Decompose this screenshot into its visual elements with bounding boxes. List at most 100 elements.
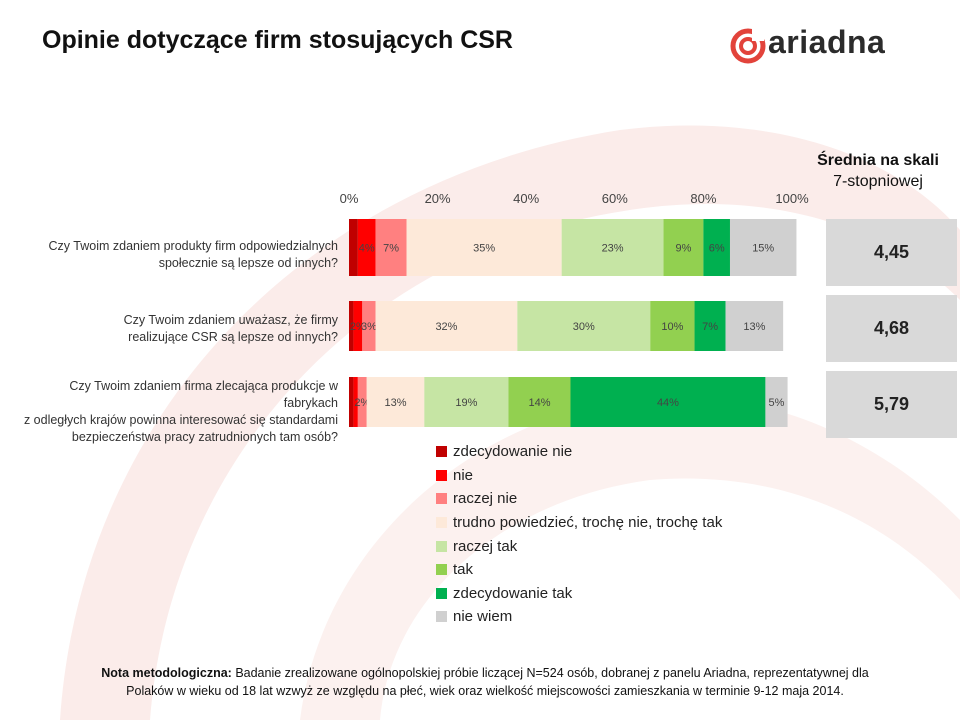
bar-segment-trudno (406, 219, 562, 276)
bar-segment-raczej-nie (375, 219, 407, 276)
bar-segment-raczej-tak (424, 377, 509, 427)
x-tick-label: 40% (513, 191, 539, 206)
data-label: 9% (676, 243, 692, 255)
legend-label: nie wiem (453, 608, 513, 626)
average-value-box: 4,68 (826, 295, 957, 362)
legend-item: trudno powiedzieć, trochę nie, trochę ta… (436, 511, 722, 535)
bar-segment-nie (353, 377, 358, 427)
legend-swatch (436, 469, 447, 481)
data-label: 5% (769, 397, 785, 409)
legend-label: tak (453, 561, 474, 579)
legend-label: trudno powiedzieć, trochę nie, trochę ta… (453, 514, 723, 532)
x-tick-label: 100% (775, 191, 809, 206)
question-label: Czy Twoim zdaniem produkty firm odpowied… (20, 238, 338, 272)
question-label-line: z odległych krajów powinna interesować s… (23, 413, 338, 427)
question-label: Czy Twoim zdaniem uważasz, że firmy reali… (20, 312, 338, 346)
bar-segment-tak (508, 377, 571, 427)
note-label: Nota metodologiczna: (101, 666, 232, 680)
data-label: 10% (661, 321, 683, 333)
methodology-note: Nota metodologiczna: Badanie zrealizowan… (60, 664, 910, 700)
bar-segment-nie (353, 301, 363, 351)
average-header: Średnia na skali 7-stopniowej (808, 150, 948, 192)
legend-label: raczej tak (453, 537, 518, 555)
x-tick-label: 80% (690, 191, 716, 206)
data-label: 35% (473, 243, 495, 255)
average-value-box: 4,45 (826, 219, 957, 286)
note-line2: Polaków w wieku od 18 lat wzwyż ze wzglę… (126, 684, 844, 698)
legend-swatch (436, 517, 447, 529)
question-label: Czy Twoim zdaniem firma zlecająca produk… (20, 378, 338, 446)
bar-segment-nie-wiem (765, 377, 788, 427)
bar-segment-zdecydowanie-tak (570, 377, 766, 427)
data-label: 14% (528, 397, 550, 409)
bar-segment-nie (357, 219, 376, 276)
data-label: 30% (573, 321, 595, 333)
bar-segment-tak (650, 301, 695, 351)
question-label-line: Czy Twoim zdaniem firma zlecająca produk… (69, 379, 338, 410)
bar-segment-nie-wiem (725, 301, 784, 351)
question-label-line: społecznie są lepsze od innych? (158, 256, 338, 270)
data-label: 7% (383, 243, 399, 255)
bar-segment-zdecydowanie-nie (349, 219, 358, 276)
question-label-line: realizujące CSR są lepsze od innych? (128, 330, 338, 344)
legend-swatch (436, 611, 447, 623)
bar-segment-nie-wiem (729, 219, 797, 276)
question-label-line: Czy Twoim zdaniem uważasz, że firmy (123, 313, 338, 327)
legend-label: raczej nie (453, 490, 518, 508)
bar-segment-raczej-tak (517, 301, 651, 351)
ariadna-logo-text: ariadna (768, 24, 886, 60)
legend-item: raczej tak (436, 534, 722, 558)
x-tick-label: 20% (425, 191, 451, 206)
legend-swatch (436, 540, 447, 552)
average-value-box: 5,79 (826, 371, 957, 438)
legend-label: nie (453, 466, 474, 484)
question-label-line: bezpieczeństwa pracy zatrudnionych tam o… (71, 430, 338, 444)
bar-segment-tak (663, 219, 704, 276)
data-label: 2% (354, 397, 370, 409)
page-title: Opinie dotyczące firm stosujących CSR (42, 26, 513, 54)
legend-swatch (436, 587, 447, 599)
average-header-line1: Średnia na skali (817, 152, 939, 169)
bar-segment-zdecydowanie-nie (349, 301, 354, 351)
ariadna-logo: ariadna (728, 24, 928, 68)
bar-segment-zdecydowanie-tak (703, 219, 730, 276)
data-label: 6% (709, 243, 725, 255)
average-header-line2: 7-stopniowej (833, 173, 923, 190)
x-tick-label: 60% (602, 191, 628, 206)
bar-segment-zdecydowanie-nie (349, 377, 354, 427)
data-label: 3% (361, 321, 377, 333)
data-label: 2% (350, 321, 366, 333)
data-label: 32% (435, 321, 457, 333)
data-label: 13% (384, 397, 406, 409)
legend-item: raczej nie (436, 487, 722, 511)
chart-legend: zdecydowanie nie nie raczej nie trudno powi… (436, 440, 722, 629)
x-tick-label: 0% (340, 191, 359, 206)
data-label: 19% (455, 397, 477, 409)
bar-segment-trudno (375, 301, 518, 351)
legend-swatch (436, 493, 447, 505)
legend-label: zdecydowanie tak (453, 584, 573, 602)
data-label: 7% (702, 321, 718, 333)
data-label: 4% (359, 243, 375, 255)
legend-swatch (436, 564, 447, 576)
data-label: 44% (657, 397, 679, 409)
ariadna-logo-icon (730, 28, 766, 64)
legend-item: nie wiem (436, 605, 722, 629)
bar-segment-raczej-nie (362, 301, 376, 351)
legend-item: zdecydowanie nie (436, 440, 722, 464)
legend-item: zdecydowanie tak (436, 582, 722, 606)
legend-swatch (436, 446, 447, 458)
data-label: 15% (752, 243, 774, 255)
bar-segment-raczej-tak (561, 219, 664, 276)
bar-segment-trudno (366, 377, 425, 427)
data-label: 13% (743, 321, 765, 333)
note-line1: Badanie zrealizowane ogólnopolskiej prób… (235, 666, 869, 680)
legend-item: nie (436, 464, 722, 488)
bar-segment-raczej-nie (357, 377, 367, 427)
legend-label: zdecydowanie nie (453, 443, 573, 461)
legend-item: tak (436, 558, 722, 582)
question-label-line: Czy Twoim zdaniem produkty firm odpowied… (48, 239, 338, 253)
data-label: 23% (602, 243, 624, 255)
bar-segment-zdecydowanie-tak (694, 301, 726, 351)
